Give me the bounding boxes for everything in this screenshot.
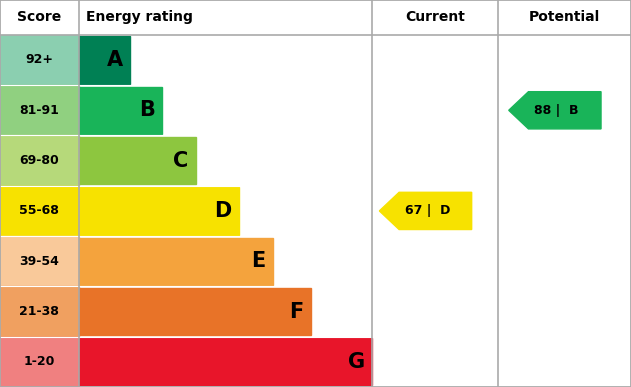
Text: E: E	[251, 251, 265, 271]
Bar	[79, 338, 372, 385]
Bar	[79, 87, 163, 134]
Bar	[0, 337, 79, 387]
Text: 39-54: 39-54	[20, 255, 59, 268]
Text: F: F	[289, 301, 303, 322]
Text: 69-80: 69-80	[20, 154, 59, 167]
Text: Score: Score	[17, 10, 62, 24]
Text: 21-38: 21-38	[20, 305, 59, 318]
Text: 88 |  B: 88 | B	[534, 104, 579, 117]
Bar	[0, 186, 79, 236]
Text: 55-68: 55-68	[20, 204, 59, 217]
Text: Energy rating: Energy rating	[86, 10, 193, 24]
Bar	[0, 135, 79, 186]
Text: Potential: Potential	[529, 10, 600, 24]
Text: G: G	[348, 352, 365, 372]
Text: B: B	[139, 100, 155, 120]
Bar	[79, 137, 196, 184]
Bar	[79, 238, 273, 285]
Text: 92+: 92+	[25, 53, 54, 67]
Polygon shape	[379, 192, 471, 229]
Bar	[79, 36, 130, 84]
Text: Current: Current	[406, 10, 465, 24]
Bar	[0, 85, 79, 135]
Text: D: D	[214, 201, 231, 221]
Text: A: A	[107, 50, 122, 70]
Bar	[79, 288, 310, 335]
Polygon shape	[509, 92, 601, 129]
Text: 67 |  D: 67 | D	[404, 204, 450, 217]
Bar	[0, 35, 79, 85]
Bar	[0, 286, 79, 337]
Text: 1-20: 1-20	[24, 355, 55, 368]
Bar	[0, 236, 79, 286]
Bar	[79, 187, 239, 235]
Text: C: C	[174, 151, 189, 171]
Text: 81-91: 81-91	[20, 104, 59, 117]
